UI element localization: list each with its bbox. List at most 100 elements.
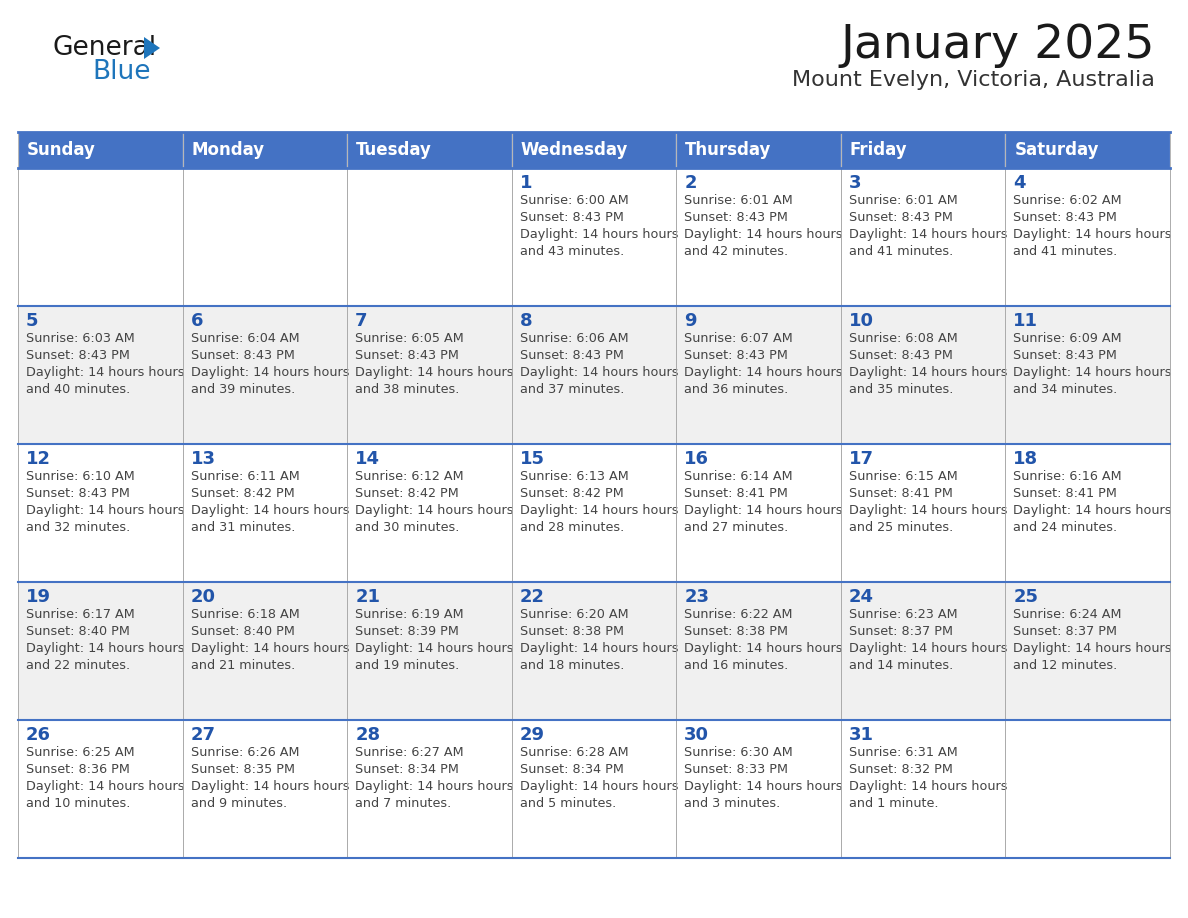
Text: Sunset: 8:42 PM: Sunset: 8:42 PM bbox=[519, 487, 624, 500]
Text: 15: 15 bbox=[519, 450, 545, 468]
Text: Daylight: 14 hours hours: Daylight: 14 hours hours bbox=[190, 366, 349, 379]
Text: Sunrise: 6:08 AM: Sunrise: 6:08 AM bbox=[849, 332, 958, 345]
Text: 12: 12 bbox=[26, 450, 51, 468]
Bar bbox=[183, 132, 347, 168]
Text: Sunrise: 6:06 AM: Sunrise: 6:06 AM bbox=[519, 332, 628, 345]
Text: Sunset: 8:43 PM: Sunset: 8:43 PM bbox=[1013, 349, 1117, 362]
Text: Daylight: 14 hours hours: Daylight: 14 hours hours bbox=[355, 642, 513, 655]
Text: Sunset: 8:43 PM: Sunset: 8:43 PM bbox=[684, 349, 788, 362]
Text: Daylight: 14 hours hours: Daylight: 14 hours hours bbox=[684, 228, 842, 241]
Bar bbox=[841, 306, 1005, 444]
Text: 11: 11 bbox=[1013, 312, 1038, 330]
Bar bbox=[512, 444, 676, 582]
Text: Sunrise: 6:27 AM: Sunrise: 6:27 AM bbox=[355, 746, 463, 759]
Text: Sunset: 8:43 PM: Sunset: 8:43 PM bbox=[355, 349, 459, 362]
Text: Sunset: 8:38 PM: Sunset: 8:38 PM bbox=[684, 625, 789, 638]
Bar bbox=[18, 720, 183, 858]
Bar bbox=[676, 720, 841, 858]
Text: and 14 minutes.: and 14 minutes. bbox=[849, 659, 953, 672]
Text: 10: 10 bbox=[849, 312, 874, 330]
Text: 14: 14 bbox=[355, 450, 380, 468]
Text: Sunrise: 6:25 AM: Sunrise: 6:25 AM bbox=[26, 746, 134, 759]
Text: Sunrise: 6:31 AM: Sunrise: 6:31 AM bbox=[849, 746, 958, 759]
Text: 4: 4 bbox=[1013, 174, 1026, 192]
Text: Daylight: 14 hours hours: Daylight: 14 hours hours bbox=[26, 504, 184, 517]
Text: and 34 minutes.: and 34 minutes. bbox=[1013, 383, 1118, 396]
Text: Sunset: 8:43 PM: Sunset: 8:43 PM bbox=[26, 349, 129, 362]
Bar bbox=[676, 168, 841, 306]
Bar bbox=[676, 306, 841, 444]
Text: and 7 minutes.: and 7 minutes. bbox=[355, 797, 451, 810]
Text: Sunset: 8:34 PM: Sunset: 8:34 PM bbox=[355, 763, 459, 776]
Text: Sunrise: 6:30 AM: Sunrise: 6:30 AM bbox=[684, 746, 794, 759]
Text: and 43 minutes.: and 43 minutes. bbox=[519, 245, 624, 258]
Text: Monday: Monday bbox=[191, 141, 265, 159]
Text: and 9 minutes.: and 9 minutes. bbox=[190, 797, 286, 810]
Text: Sunrise: 6:07 AM: Sunrise: 6:07 AM bbox=[684, 332, 794, 345]
Text: and 16 minutes.: and 16 minutes. bbox=[684, 659, 789, 672]
Text: 28: 28 bbox=[355, 726, 380, 744]
Text: Sunrise: 6:02 AM: Sunrise: 6:02 AM bbox=[1013, 194, 1121, 207]
Text: and 28 minutes.: and 28 minutes. bbox=[519, 521, 624, 534]
Text: and 21 minutes.: and 21 minutes. bbox=[190, 659, 295, 672]
Text: Sunset: 8:43 PM: Sunset: 8:43 PM bbox=[1013, 211, 1117, 224]
Text: and 41 minutes.: and 41 minutes. bbox=[849, 245, 953, 258]
Text: 31: 31 bbox=[849, 726, 874, 744]
Bar bbox=[512, 132, 676, 168]
Text: January 2025: January 2025 bbox=[840, 23, 1155, 68]
Text: and 30 minutes.: and 30 minutes. bbox=[355, 521, 460, 534]
Text: General: General bbox=[52, 35, 156, 61]
Text: Sunrise: 6:00 AM: Sunrise: 6:00 AM bbox=[519, 194, 628, 207]
Text: and 3 minutes.: and 3 minutes. bbox=[684, 797, 781, 810]
Text: Daylight: 14 hours hours: Daylight: 14 hours hours bbox=[684, 504, 842, 517]
Text: Daylight: 14 hours hours: Daylight: 14 hours hours bbox=[26, 780, 184, 793]
Text: Sunrise: 6:18 AM: Sunrise: 6:18 AM bbox=[190, 608, 299, 621]
Text: 21: 21 bbox=[355, 588, 380, 606]
Text: and 27 minutes.: and 27 minutes. bbox=[684, 521, 789, 534]
Text: Sunset: 8:43 PM: Sunset: 8:43 PM bbox=[519, 349, 624, 362]
Text: Sunset: 8:37 PM: Sunset: 8:37 PM bbox=[1013, 625, 1118, 638]
Bar bbox=[18, 132, 183, 168]
Text: 6: 6 bbox=[190, 312, 203, 330]
Text: Sunset: 8:41 PM: Sunset: 8:41 PM bbox=[849, 487, 953, 500]
Text: Sunset: 8:33 PM: Sunset: 8:33 PM bbox=[684, 763, 789, 776]
Bar bbox=[18, 168, 183, 306]
Text: Saturday: Saturday bbox=[1015, 141, 1099, 159]
Text: Sunset: 8:40 PM: Sunset: 8:40 PM bbox=[190, 625, 295, 638]
Text: Sunset: 8:43 PM: Sunset: 8:43 PM bbox=[684, 211, 788, 224]
Text: and 19 minutes.: and 19 minutes. bbox=[355, 659, 460, 672]
Text: 7: 7 bbox=[355, 312, 367, 330]
Text: and 32 minutes.: and 32 minutes. bbox=[26, 521, 131, 534]
Text: Sunrise: 6:20 AM: Sunrise: 6:20 AM bbox=[519, 608, 628, 621]
Text: Sunday: Sunday bbox=[27, 141, 96, 159]
Text: and 25 minutes.: and 25 minutes. bbox=[849, 521, 953, 534]
Text: Sunrise: 6:13 AM: Sunrise: 6:13 AM bbox=[519, 470, 628, 483]
Text: and 18 minutes.: and 18 minutes. bbox=[519, 659, 624, 672]
Bar bbox=[347, 306, 512, 444]
Text: Daylight: 14 hours hours: Daylight: 14 hours hours bbox=[355, 366, 513, 379]
Bar bbox=[347, 444, 512, 582]
Text: Sunrise: 6:09 AM: Sunrise: 6:09 AM bbox=[1013, 332, 1121, 345]
Text: Wednesday: Wednesday bbox=[520, 141, 628, 159]
Text: Daylight: 14 hours hours: Daylight: 14 hours hours bbox=[849, 504, 1007, 517]
Text: 2: 2 bbox=[684, 174, 697, 192]
Text: Sunset: 8:42 PM: Sunset: 8:42 PM bbox=[355, 487, 459, 500]
Text: Daylight: 14 hours hours: Daylight: 14 hours hours bbox=[849, 228, 1007, 241]
Bar bbox=[841, 444, 1005, 582]
Bar bbox=[347, 720, 512, 858]
Bar bbox=[841, 168, 1005, 306]
Text: 8: 8 bbox=[519, 312, 532, 330]
Text: 20: 20 bbox=[190, 588, 215, 606]
Text: and 1 minute.: and 1 minute. bbox=[849, 797, 939, 810]
Bar bbox=[1005, 168, 1170, 306]
Text: Daylight: 14 hours hours: Daylight: 14 hours hours bbox=[26, 366, 184, 379]
Text: Sunrise: 6:10 AM: Sunrise: 6:10 AM bbox=[26, 470, 134, 483]
Text: and 39 minutes.: and 39 minutes. bbox=[190, 383, 295, 396]
Text: Daylight: 14 hours hours: Daylight: 14 hours hours bbox=[519, 366, 678, 379]
Bar bbox=[841, 582, 1005, 720]
Bar bbox=[841, 132, 1005, 168]
Text: Daylight: 14 hours hours: Daylight: 14 hours hours bbox=[849, 366, 1007, 379]
Bar bbox=[183, 720, 347, 858]
Text: Thursday: Thursday bbox=[685, 141, 772, 159]
Text: Daylight: 14 hours hours: Daylight: 14 hours hours bbox=[26, 642, 184, 655]
